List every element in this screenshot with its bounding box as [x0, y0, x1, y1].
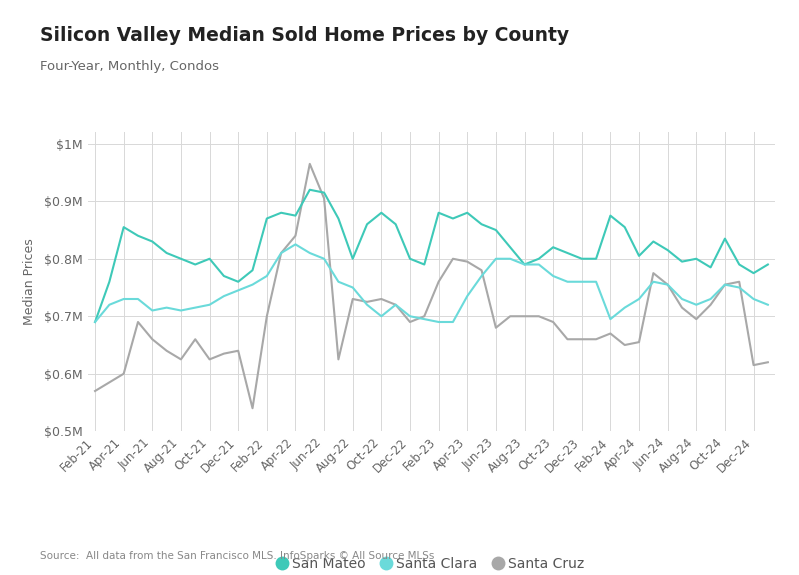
Text: Source:  All data from the San Francisco MLS. InfoSparks © All Source MLSs: Source: All data from the San Francisco …	[40, 551, 435, 561]
Y-axis label: Median Prices: Median Prices	[23, 239, 36, 325]
Text: Silicon Valley Median Sold Home Prices by County: Silicon Valley Median Sold Home Prices b…	[40, 26, 569, 45]
Text: Four-Year, Monthly, Condos: Four-Year, Monthly, Condos	[40, 60, 219, 74]
Legend: San Mateo, Santa Clara, Santa Cruz: San Mateo, Santa Clara, Santa Cruz	[272, 552, 590, 575]
